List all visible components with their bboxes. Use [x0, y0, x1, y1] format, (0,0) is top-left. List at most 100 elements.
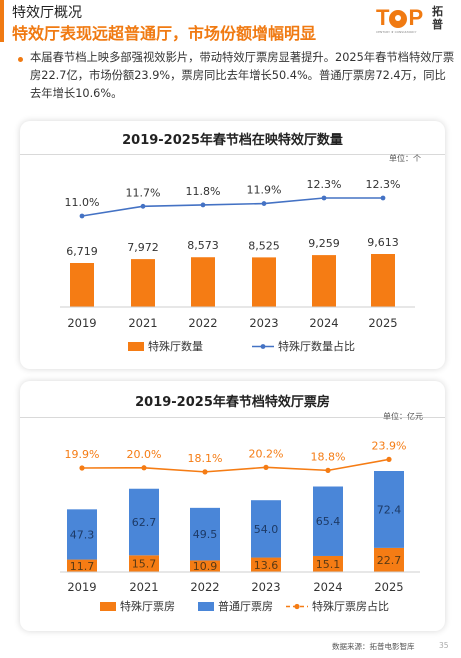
- x-tick-label: 2019: [67, 316, 96, 330]
- line-value-label: 23.9%: [372, 439, 407, 452]
- chart-bar: [70, 263, 94, 307]
- stack-value-label-normal: 65.4: [316, 515, 341, 528]
- stack-value-label-special: 15.1: [316, 558, 341, 571]
- x-tick-label: 2022: [190, 580, 219, 594]
- line-point: [263, 464, 269, 470]
- bar-value-label: 8,573: [187, 239, 219, 252]
- page-headline: 特效厅表现远超普通厅，市场份额增幅明显: [12, 24, 317, 43]
- line-value-label: 12.3%: [307, 178, 342, 191]
- legend-swatch-normal: [198, 602, 214, 611]
- box-office-chart-card: 2019-2025年春节档特效厅票房 单位：亿元 11.7 47.3 15.7 62.7…: [20, 381, 445, 631]
- line-point: [79, 465, 85, 471]
- stack-bar-special: [129, 555, 159, 572]
- stack-bar-normal: [67, 509, 97, 560]
- chart-bar: [371, 254, 395, 307]
- stack-bar-normal: [251, 500, 281, 558]
- x-tick-label: 2021: [129, 580, 158, 594]
- x-tick-label: 2024: [309, 316, 338, 330]
- series-line: [81, 197, 383, 217]
- stack-bar-normal: [374, 471, 404, 548]
- logo-chinese-name: 拓普: [432, 5, 443, 31]
- logo-letter-t: T: [376, 5, 389, 30]
- chart-bar: [191, 257, 215, 307]
- line-point: [202, 469, 208, 475]
- line-value-label: 18.8%: [311, 450, 346, 463]
- line-point: [79, 213, 85, 219]
- section-label: 特效厅概况: [12, 5, 82, 21]
- hall-count-chart: 单位：个 6,719 7,972 8,573 8,525 9,259 9,613 2019 20…: [60, 153, 421, 353]
- chart-title: 2019-2025年春节档在映特效厅数量: [122, 133, 343, 148]
- line-value-label: 18.1%: [188, 452, 223, 465]
- stack-value-label-normal: 62.7: [132, 516, 157, 529]
- line-point: [261, 201, 267, 206]
- bullet-icon: [18, 57, 23, 62]
- line-point: [386, 456, 392, 462]
- stack-value-label-normal: 47.3: [70, 528, 95, 541]
- stack-value-label-normal: 49.5: [193, 528, 218, 541]
- line-point: [200, 202, 206, 208]
- line-point: [325, 467, 331, 473]
- logo-o-icon: [389, 10, 408, 29]
- chart-bar: [312, 255, 336, 307]
- stack-value-label-normal: 54.0: [254, 523, 279, 536]
- line-point: [321, 195, 327, 201]
- section-accent-bar: [0, 0, 4, 42]
- box-office-chart: 单位：亿元 11.7 47.3 15.7 62.7 10.9 49.5 13.6 54.0 15.…: [60, 411, 423, 613]
- stack-value-label-special: 15.7: [132, 558, 157, 571]
- x-tick-label: 2023: [251, 580, 280, 594]
- chart-bar: [252, 257, 276, 307]
- line-value-label: 19.9%: [65, 448, 100, 461]
- line-value-label: 11.9%: [247, 184, 282, 197]
- stack-bar-normal: [190, 507, 220, 561]
- stack-value-label-special: 10.9: [193, 560, 218, 573]
- legend-label: 特殊厅数量: [148, 339, 203, 353]
- stack-bar-normal: [129, 488, 159, 556]
- line-point: [380, 195, 386, 201]
- chart-title: 2019-2025年春节档特效厅票房: [135, 395, 330, 410]
- legend-label: 特殊厅数量占比: [278, 339, 355, 353]
- stack-value-label-special: 22.7: [377, 554, 402, 567]
- line-value-label: 11.8%: [186, 185, 221, 198]
- logo-letter-p: P: [408, 5, 423, 30]
- unit-label: 单位：亿元: [383, 411, 423, 421]
- stack-bar-special: [190, 560, 220, 572]
- line-value-label: 20.2%: [249, 447, 284, 460]
- bar-value-label: 6,719: [66, 245, 98, 258]
- x-tick-label: 2025: [374, 580, 403, 594]
- intro-paragraph: 本届春节档上映多部强视效影片，带动特效厅票房显著提升。2025年春节档特效厅票房…: [30, 51, 455, 100]
- line-value-label: 11.0%: [65, 196, 100, 209]
- chart-title-divider: [20, 154, 445, 155]
- stack-value-label-normal: 72.4: [377, 503, 402, 516]
- stack-bar-special: [251, 557, 281, 572]
- data-source: 数据来源：拓普电影智库: [332, 642, 415, 651]
- stack-bar-normal: [313, 486, 343, 556]
- line-point: [140, 203, 146, 209]
- line-point: [141, 465, 147, 471]
- bar-value-label: 9,613: [367, 236, 399, 249]
- legend-swatch-point: [260, 344, 266, 349]
- x-tick-label: 2024: [313, 580, 342, 594]
- legend-swatch-special: [100, 602, 116, 611]
- chart-title-divider: [20, 417, 445, 418]
- stack-bar-special: [67, 559, 97, 572]
- x-tick-label: 2021: [128, 316, 157, 330]
- legend-label: 特殊厅票房占比: [312, 599, 389, 613]
- line-value-label: 12.3%: [366, 178, 401, 191]
- hall-count-chart-card: 2019-2025年春节档在映特效厅数量 单位：个 6,719 7,972 8,573…: [20, 121, 445, 369]
- stack-value-label-special: 11.7: [70, 560, 95, 573]
- legend-label: 普通厅票房: [218, 599, 273, 613]
- line-value-label: 11.7%: [126, 186, 161, 199]
- chart-bar: [131, 259, 155, 307]
- bar-value-label: 7,972: [127, 241, 159, 254]
- x-tick-label: 2022: [188, 316, 217, 330]
- bar-value-label: 8,525: [248, 239, 280, 252]
- x-tick-label: 2025: [368, 316, 397, 330]
- legend-swatch-bar: [128, 342, 144, 351]
- unit-label: 单位：个: [389, 153, 421, 163]
- stack-bar-special: [313, 555, 343, 572]
- series-line: [81, 458, 390, 473]
- bar-value-label: 9,259: [308, 237, 340, 250]
- page-number: 35: [439, 641, 449, 650]
